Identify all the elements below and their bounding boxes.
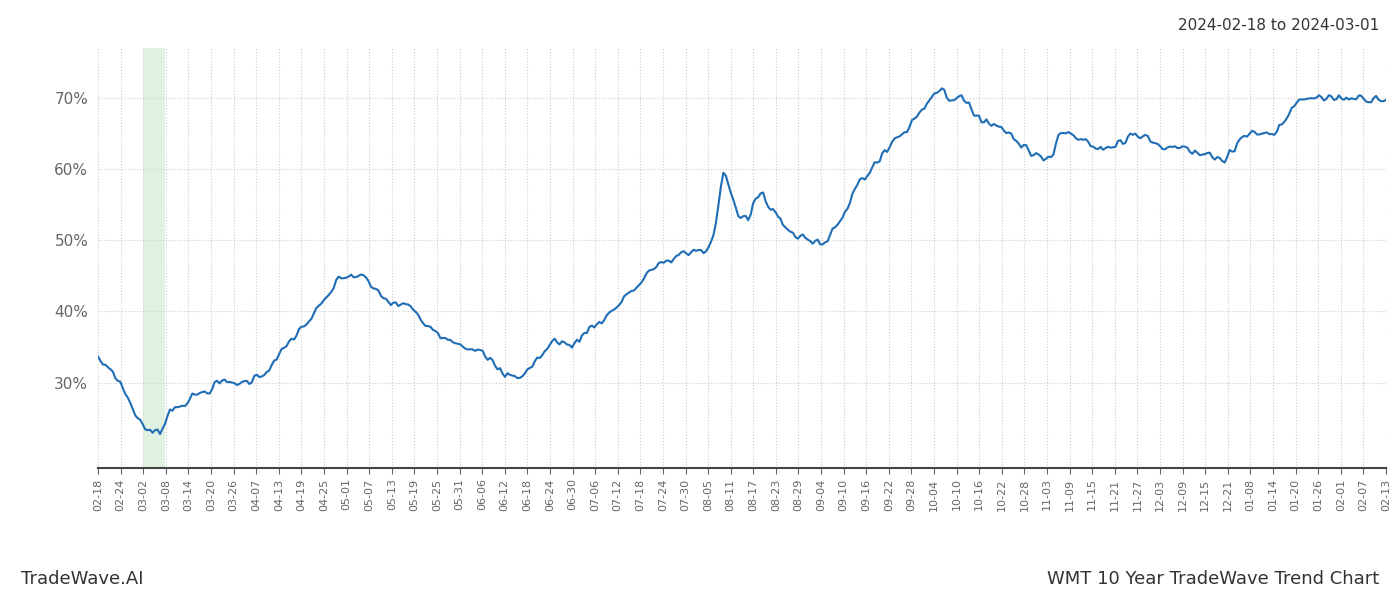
Text: 2024-02-18 to 2024-03-01: 2024-02-18 to 2024-03-01 <box>1177 18 1379 33</box>
Text: TradeWave.AI: TradeWave.AI <box>21 570 143 588</box>
Text: WMT 10 Year TradeWave Trend Chart: WMT 10 Year TradeWave Trend Chart <box>1047 570 1379 588</box>
Bar <box>143 48 165 468</box>
